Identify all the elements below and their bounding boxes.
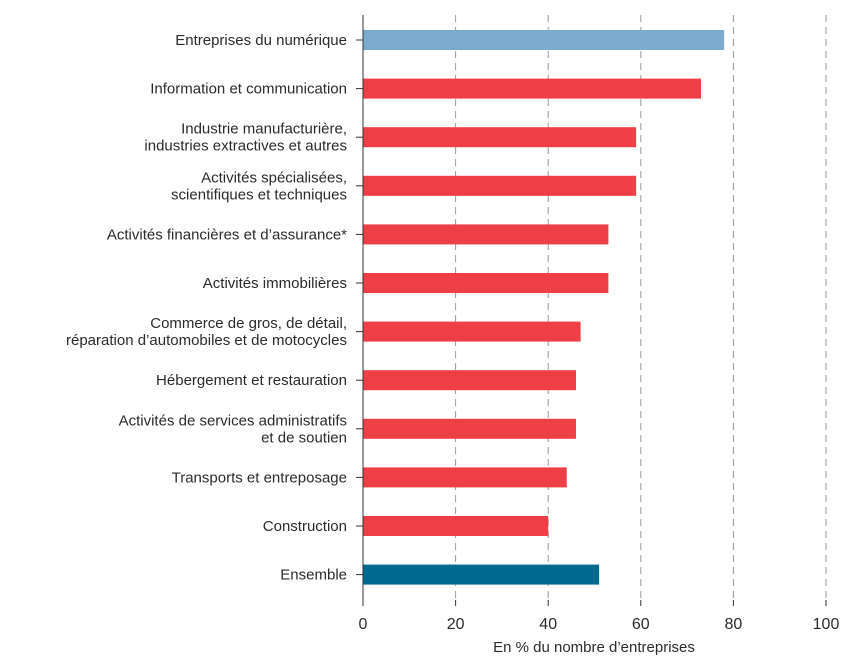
x-tick-label: 0: [359, 616, 368, 633]
category-labels: Entreprises du numérique Information et c…: [66, 32, 347, 584]
category-label: Activités immobilières: [203, 275, 347, 292]
bar: [363, 127, 637, 148]
bar: [363, 370, 576, 391]
bar: [363, 273, 609, 293]
x-tick-labels: 0 20 40 60 80 100: [359, 616, 840, 633]
category-label: réparation d’automobiles et de motocycle…: [66, 332, 347, 349]
category-label: industries extractives et autres: [144, 138, 347, 155]
category-label: Construction: [263, 518, 347, 535]
x-tick-label: 100: [813, 616, 840, 633]
bar: [363, 564, 600, 585]
axes: [356, 15, 827, 606]
category-label: Information et communication: [150, 81, 347, 98]
bar: [363, 467, 567, 488]
x-tick-label: 60: [632, 616, 650, 633]
category-label: Activités financières et d’assurance*: [107, 226, 347, 243]
category-label: Entreprises du numérique: [175, 32, 347, 49]
bar: [363, 516, 549, 536]
category-label: et de soutien: [261, 429, 347, 446]
x-tick-label: 80: [725, 616, 743, 633]
bar: [363, 175, 637, 196]
grid-lines: [455, 15, 827, 600]
category-label: Commerce de gros, de détail,: [150, 315, 347, 332]
bars: [363, 30, 725, 585]
bar: [363, 321, 581, 342]
x-tick-label: 40: [539, 616, 557, 633]
x-axis-title: En % du nombre d’entreprises: [493, 639, 695, 656]
bar: [363, 224, 609, 245]
x-tick-label: 20: [447, 616, 465, 633]
category-label: Activités de services administratifs: [119, 412, 347, 429]
category-label: scientifiques et techniques: [171, 186, 347, 203]
category-label: Industrie manufacturière,: [181, 121, 347, 138]
category-label: Hébergement et restauration: [156, 372, 347, 389]
bar: [363, 30, 725, 50]
category-label: Transports et entreposage: [172, 469, 347, 486]
category-label: Activités spécialisées,: [201, 169, 347, 186]
bar: [363, 418, 576, 439]
bar: [363, 78, 701, 99]
category-label: Ensemble: [280, 567, 347, 584]
